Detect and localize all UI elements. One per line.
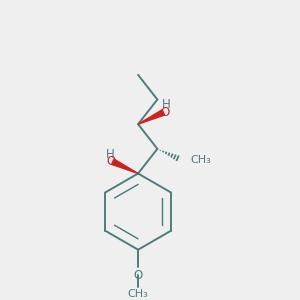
Text: O: O xyxy=(160,106,170,118)
Text: H: H xyxy=(106,148,115,161)
Text: CH₃: CH₃ xyxy=(190,155,211,165)
Polygon shape xyxy=(138,110,165,124)
Text: O: O xyxy=(107,155,116,168)
Polygon shape xyxy=(112,159,138,173)
Text: H: H xyxy=(162,98,170,111)
Text: O: O xyxy=(134,269,143,282)
Text: CH₃: CH₃ xyxy=(128,289,148,299)
